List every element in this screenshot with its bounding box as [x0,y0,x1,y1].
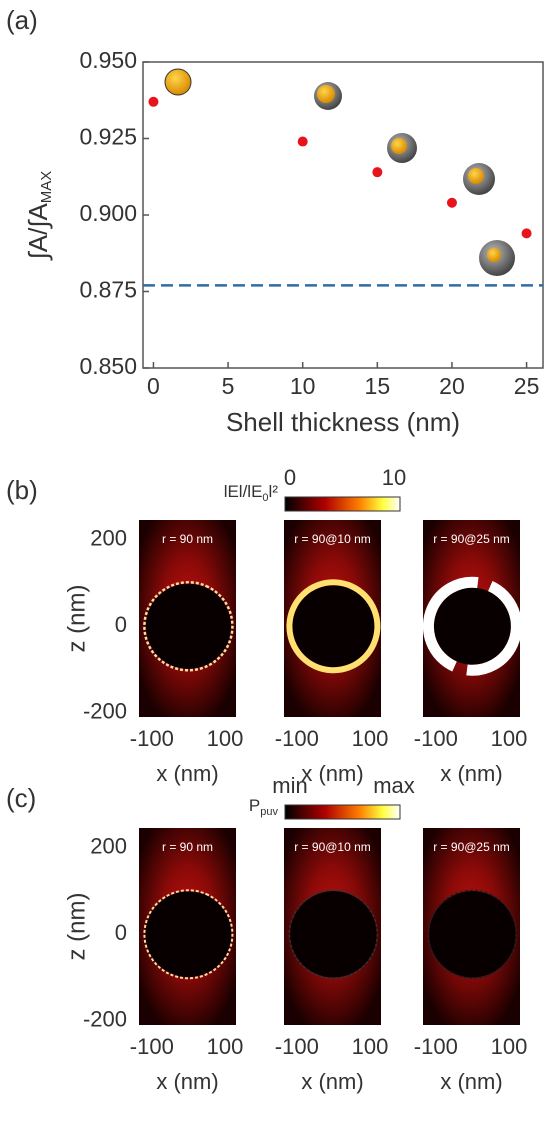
panel-label: (c) [6,783,36,813]
panel-label: (a) [6,5,38,35]
x-tick-label: 100 [491,726,528,751]
colorbar-tick-label: max [373,773,415,798]
plot-frame [143,62,543,368]
colorbar-label-part: puv [260,806,278,818]
y-axis-label: z (nm) [63,893,90,961]
y-tick-label: 0.925 [79,124,137,150]
colorbar-label: lEl/lE0l² [224,482,279,503]
particle-core [292,585,374,667]
map-title: r = 90@10 nm [294,840,371,854]
y-tick-label: 200 [90,526,127,551]
data-point [372,167,382,177]
colorbar-label-part: l² [269,482,279,501]
particle-core [290,891,377,978]
page: {"chart_data": [ {"type": "scatter", "pa… [0,0,548,1123]
x-axis-label: x (nm) [156,1069,218,1094]
panel-label: (b) [6,475,38,505]
y-tick-label: -200 [83,1006,127,1031]
y-tick-label: 0.950 [79,47,137,73]
x-axis-label: x (nm) [156,761,218,786]
x-tick-label: -100 [414,1034,458,1059]
colorbar [285,497,400,511]
y-axis-label: z (nm) [63,585,90,653]
y-tick-label: 0.900 [79,200,137,226]
x-axis-label: Shell thickness (nm) [226,407,460,437]
data-point [522,228,532,238]
y-tick-label: 200 [90,834,127,859]
colorbar-tick-label: 10 [382,465,406,490]
map-title: r = 90@10 nm [294,532,371,546]
particle-core [145,891,231,977]
y-tick-label: -200 [83,698,127,723]
data-point [298,137,308,147]
particle-core [434,588,511,665]
x-tick-label: -100 [130,1034,174,1059]
x-tick-label: 10 [290,373,316,399]
x-tick-label: 5 [222,373,235,399]
map-title: r = 90 nm [162,840,213,854]
x-tick-label: 100 [207,726,244,751]
y-axis-label: ∫A/∫AMAX [23,171,55,262]
y-axis-label-sub: MAX [38,171,55,204]
y-tick-label: 0.850 [79,353,137,379]
x-tick-label: -100 [414,726,458,751]
figure: (a) 0.850 0.875 0.900 0.925 0.950 0 5 10 15 20 25 Sh… [0,0,548,1123]
x-axis-label: x (nm) [301,1069,363,1094]
colorbar-label-part: lEl/lE [224,482,263,501]
x-tick-label: 100 [491,1034,528,1059]
colorbar-label: Ppuv [249,796,279,817]
colorbar [285,805,400,819]
x-axis-label: x (nm) [440,761,502,786]
x-tick-label: 20 [439,373,465,399]
x-tick-label: 100 [352,1034,389,1059]
x-tick-label: 100 [207,1034,244,1059]
colorbar-tick-label: 0 [284,465,296,490]
x-tick-label: 100 [352,726,389,751]
x-tick-label: -100 [275,1034,319,1059]
data-point [447,198,457,208]
core-shell-icons [165,69,515,276]
x-axis-label: x (nm) [301,761,363,786]
particle-core [429,891,516,978]
colorbar-tick-label: min [272,773,307,798]
x-tick-label: -100 [275,726,319,751]
data-point [148,97,158,107]
y-axis-label-main: ∫A/∫A [23,203,53,262]
x-tick-label: 0 [147,373,160,399]
map-title: r = 90 nm [162,532,213,546]
y-tick-label: 0.875 [79,277,137,303]
x-tick-label: 15 [365,373,391,399]
map-title: r = 90@25 nm [433,532,510,546]
y-tick-label: 0 [115,612,127,637]
x-tick-label: -100 [130,726,174,751]
x-tick-label: 25 [514,373,540,399]
map-title: r = 90@25 nm [433,840,510,854]
colorbar-label-part: P [249,796,260,815]
x-axis-label: x (nm) [440,1069,502,1094]
particle-core [146,584,232,670]
y-tick-label: 0 [115,920,127,945]
